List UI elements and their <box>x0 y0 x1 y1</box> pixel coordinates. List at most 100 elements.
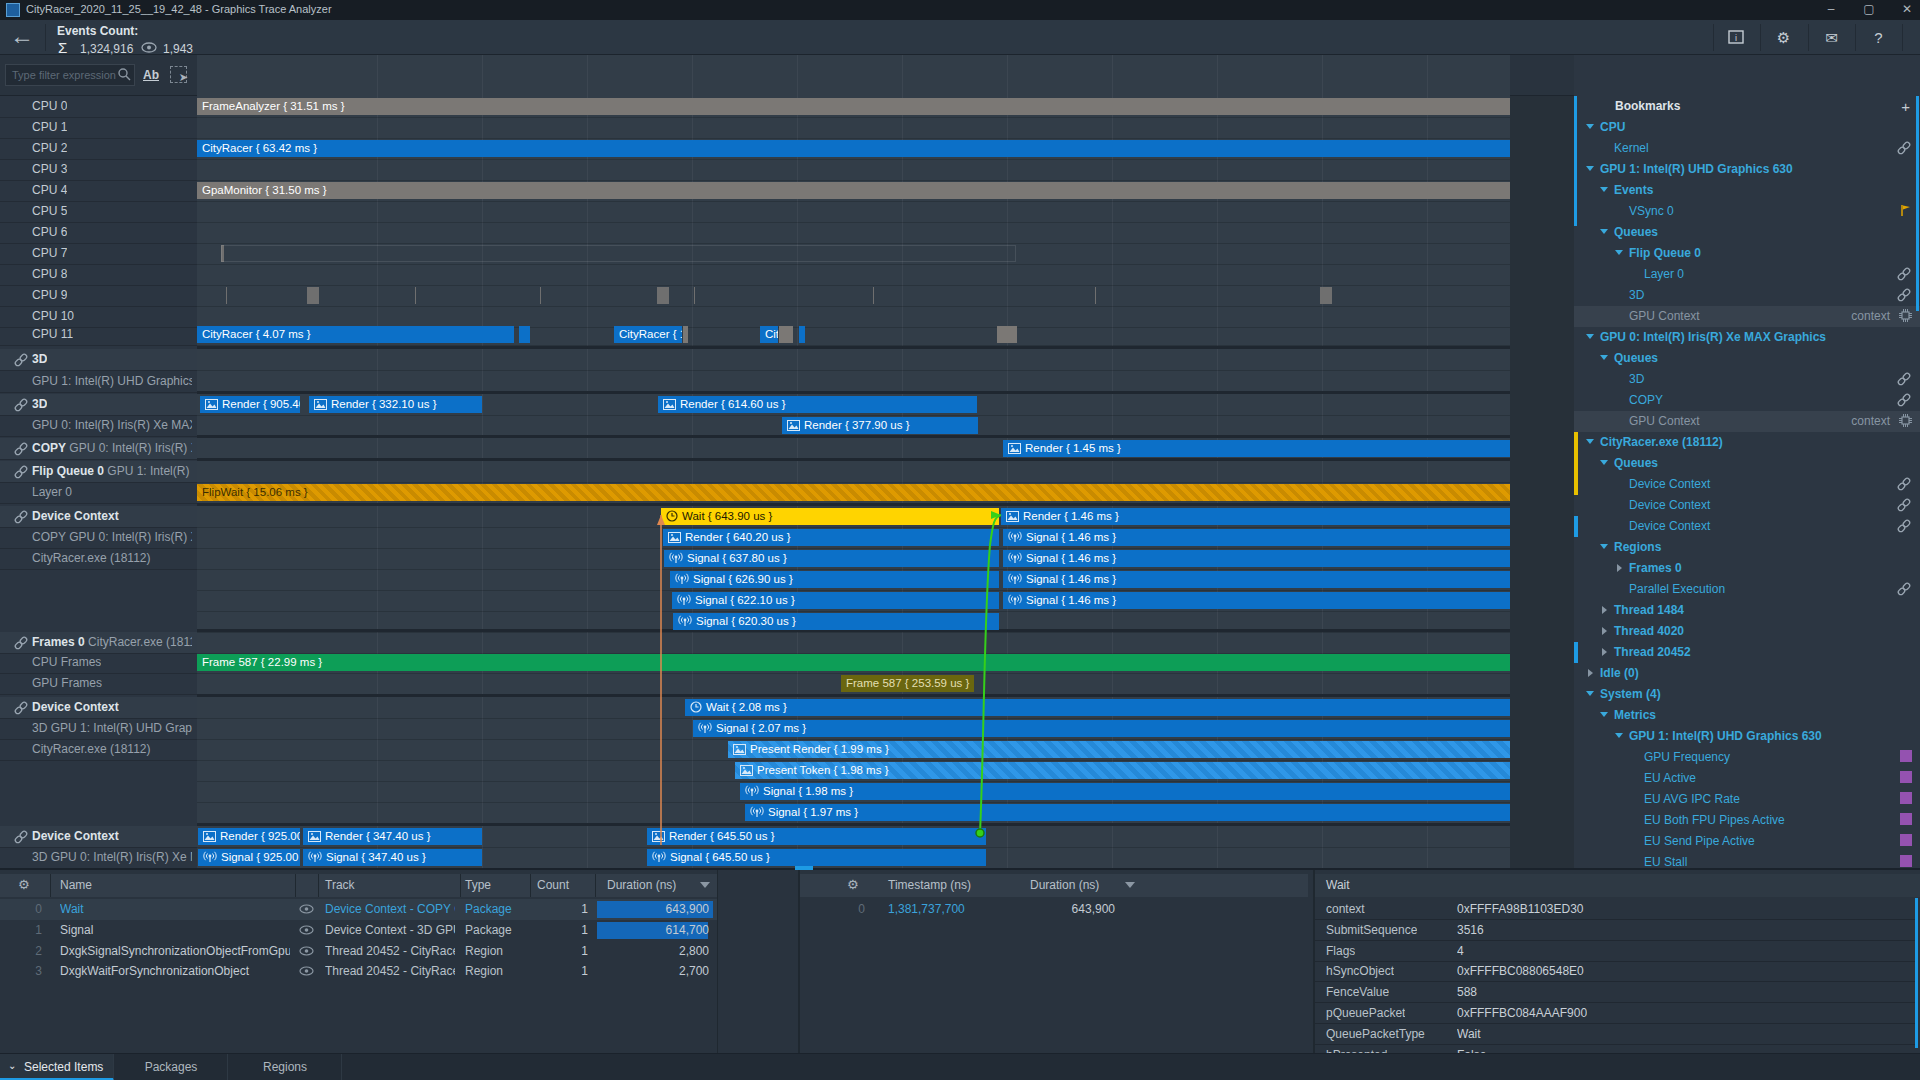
bookmark-item[interactable]: Queues <box>1574 222 1920 243</box>
tab-regions[interactable]: Regions <box>228 1054 342 1080</box>
link-icon[interactable] <box>1896 582 1912 596</box>
track-row[interactable]: CPU 4 <box>0 180 197 201</box>
timeline-event-bar[interactable]: Signal { 622.10 us } <box>672 592 999 609</box>
timeline-event-bar[interactable]: Render { 1.46 ms } <box>1001 508 1510 525</box>
track-row[interactable]: CPU 11 <box>0 324 197 345</box>
track-row[interactable]: Device Context <box>0 697 197 718</box>
link-icon[interactable] <box>1896 267 1912 281</box>
timeline-event-bar[interactable]: FrameAnalyzer { 31.51 ms } <box>197 98 1510 115</box>
track-row[interactable]: COPY GPU 0: Intel(R) Iris(R) Xe... <box>0 527 197 548</box>
mail-icon[interactable]: ✉ <box>1808 23 1855 52</box>
timeline-canvas[interactable]: FrameAnalyzer { 31.51 ms } CityRacer { 63… <box>197 55 1510 868</box>
table-row[interactable]: 0 Wait Device Context - COPY G... Packag… <box>0 899 717 920</box>
minimize-button[interactable]: – <box>1812 0 1850 20</box>
tab-packages[interactable]: Packages <box>114 1054 228 1080</box>
bookmark-item[interactable]: GPU Contextcontext <box>1574 306 1920 327</box>
link-icon[interactable] <box>1896 498 1912 512</box>
timeline-event-bar[interactable]: Wait { 643.90 us } <box>661 508 999 525</box>
timeline-event-bar[interactable]: Present Render { 1.99 ms } <box>728 741 1510 758</box>
visibility-icon[interactable] <box>299 946 314 956</box>
gear-icon[interactable]: ⚙ <box>1760 23 1807 52</box>
timeline-event-bar[interactable]: Render { 1.45 ms } <box>1003 440 1510 457</box>
property-row[interactable]: context 0xFFFFA98B1103ED30 <box>1315 899 1915 920</box>
track-row[interactable]: CPU 3 <box>0 159 197 180</box>
timeline-event-bar[interactable]: Render { 377.90 us } <box>782 417 978 434</box>
track-row[interactable]: CityRacer.exe (18112) <box>0 739 197 760</box>
property-row[interactable]: QueuePacketType Wait <box>1315 1024 1915 1045</box>
bookmark-item[interactable]: Device Context <box>1574 474 1920 495</box>
bookmark-item[interactable]: Thread 1484 <box>1574 600 1920 621</box>
timeline-event-bar[interactable]: Signal { 645.50 us } <box>647 849 986 866</box>
bookmark-item[interactable]: Flip Queue 0 <box>1574 243 1920 264</box>
link-icon[interactable] <box>1896 288 1912 302</box>
timeline-event-bar[interactable]: Frame 587 { 253.59 us } <box>841 675 974 692</box>
table-settings-icon[interactable]: ⚙ <box>18 877 30 892</box>
timeline-event-bar[interactable] <box>1002 326 1017 343</box>
timeline-event-bar[interactable] <box>779 326 793 343</box>
timeline-event-bar[interactable]: Signal { 1.46 ms } <box>1003 550 1510 567</box>
timeline-event-bar[interactable]: Wait { 2.08 ms } <box>685 699 1510 716</box>
close-button[interactable]: ✕ <box>1888 0 1920 20</box>
bookmark-item[interactable]: GPU Frequency <box>1574 747 1920 768</box>
property-row[interactable]: SubmitSequence 3516 <box>1315 920 1915 941</box>
track-row[interactable]: 3D <box>0 349 197 370</box>
back-button[interactable]: ← <box>10 22 34 50</box>
timeline-event-bar[interactable]: Signal { 925.00 u <box>198 849 300 866</box>
timeline-event-bar[interactable]: Render { 332.10 us } <box>309 396 482 413</box>
bookmark-item[interactable]: COPY <box>1574 390 1920 411</box>
table-row[interactable]: 3 DxgkWaitForSynchronizationObject Threa… <box>0 961 717 982</box>
visibility-icon[interactable] <box>299 966 314 976</box>
bookmark-item[interactable]: Kernel <box>1574 138 1920 159</box>
timeline-event-bar[interactable]: Present Token { 1.98 ms } <box>735 762 1510 779</box>
bookmark-item[interactable]: Regions <box>1574 537 1920 558</box>
timeline-event-bar[interactable] <box>519 326 530 343</box>
track-row[interactable]: GPU 0: Intel(R) Iris(R) Xe MAX ... <box>0 415 197 436</box>
bookmark-item[interactable]: Thread 4020 <box>1574 621 1920 642</box>
track-row[interactable]: 3D <box>0 394 197 415</box>
bookmark-item[interactable]: Frames 0 <box>1574 558 1920 579</box>
timeline-event-bar[interactable]: Signal { 1.46 ms } <box>1003 529 1510 546</box>
bookmark-item[interactable]: Layer 0 <box>1574 264 1920 285</box>
bookmark-item[interactable]: 3D <box>1574 285 1920 306</box>
bookmark-item[interactable]: Queues <box>1574 348 1920 369</box>
bookmark-item[interactable]: EU Both FPU Pipes Active <box>1574 810 1920 831</box>
bookmark-item[interactable]: Metrics <box>1574 705 1920 726</box>
match-case-button[interactable]: Ab <box>143 68 159 82</box>
bookmark-item[interactable]: EU Stall <box>1574 852 1920 868</box>
bookmark-item[interactable]: GPU 1: Intel(R) UHD Graphics 630 <box>1574 159 1920 180</box>
timeline-event-bar[interactable]: CityRacer { 63.42 ms } <box>197 140 1510 157</box>
bookmark-item[interactable]: VSync 0 <box>1574 201 1920 222</box>
timeline-event-bar[interactable]: Signal { 1.98 ms } <box>740 783 1510 800</box>
track-row[interactable]: GPU 1: Intel(R) UHD Graphics ... <box>0 371 197 392</box>
track-row[interactable]: 3D GPU 1: Intel(R) UHD Graph... <box>0 718 197 739</box>
track-row[interactable]: CPU Frames <box>0 652 197 673</box>
bookmark-item[interactable]: System (4) <box>1574 684 1920 705</box>
timeline-event-bar[interactable]: Signal { 1.97 ms } <box>745 804 1510 821</box>
timeline-event-bar[interactable]: Render { 645.50 us } <box>647 828 986 845</box>
visibility-icon[interactable] <box>299 925 314 935</box>
bookmark-item[interactable]: CityRacer.exe (18112) <box>1574 432 1920 453</box>
timeline-event-bar[interactable]: Render { 640.20 us } <box>663 529 999 546</box>
bookmark-item[interactable]: CPU <box>1574 117 1920 138</box>
bookmark-item[interactable]: Device Context <box>1574 495 1920 516</box>
track-row[interactable]: CPU 6 <box>0 222 197 243</box>
track-row[interactable]: COPY GPU 0: Intel(R) Iris(R) Xe... <box>0 438 197 459</box>
table-row[interactable]: 1 Signal Device Context - 3D GPU... Pack… <box>0 920 717 941</box>
bookmark-item[interactable]: GPU 1: Intel(R) UHD Graphics 630 <box>1574 726 1920 747</box>
track-row[interactable]: Device Context <box>0 506 197 527</box>
table-settings-icon[interactable]: ⚙ <box>847 877 859 892</box>
bookmark-item[interactable]: EU Send Pipe Active <box>1574 831 1920 852</box>
link-icon[interactable] <box>1896 519 1912 533</box>
bookmark-item[interactable]: EU Active <box>1574 768 1920 789</box>
layout-panel-icon[interactable]: i <box>1713 23 1760 52</box>
timeline-event-bar[interactable]: Signal { 1.46 ms } <box>1003 592 1510 609</box>
property-row[interactable]: Flags 4 <box>1315 941 1915 962</box>
timeline-event-bar[interactable]: GpaMonitor { 31.50 ms } <box>197 182 1510 199</box>
maximize-button[interactable]: ▢ <box>1850 0 1888 20</box>
sort-descending-icon[interactable] <box>700 882 710 888</box>
help-icon[interactable]: ? <box>1855 23 1902 52</box>
bookmark-item[interactable]: Device Context <box>1574 516 1920 537</box>
track-row[interactable]: CityRacer.exe (18112) <box>0 548 197 569</box>
track-row[interactable]: CPU 2 <box>0 138 197 159</box>
link-icon[interactable] <box>1896 372 1912 386</box>
